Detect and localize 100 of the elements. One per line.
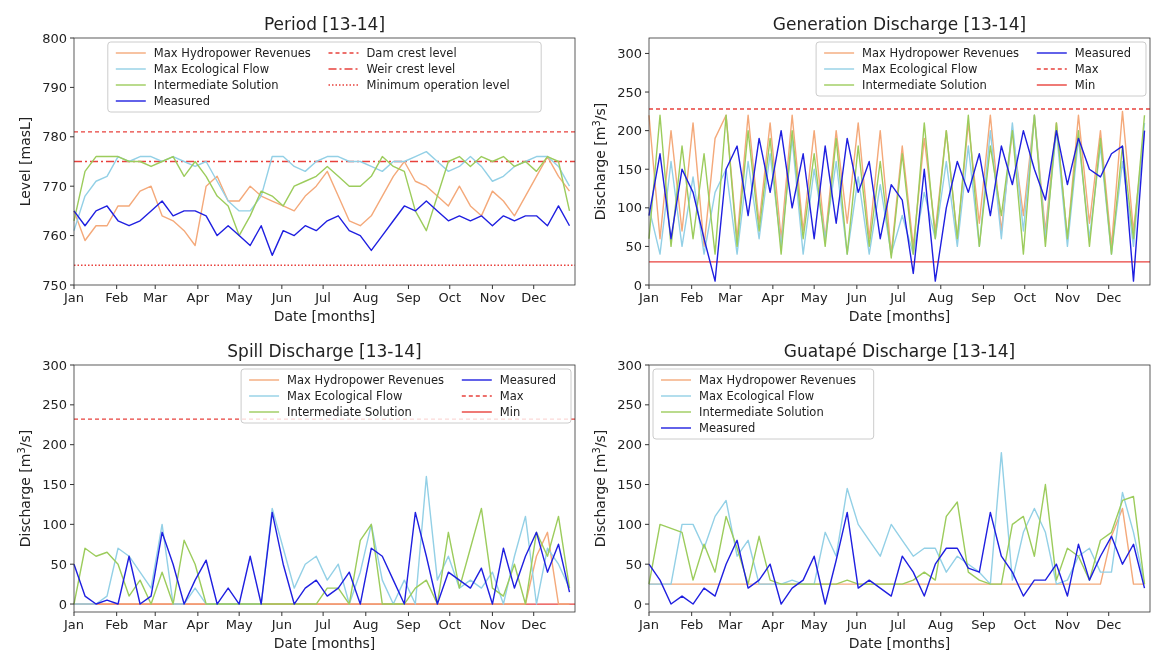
legend-label: Intermediate Solution xyxy=(287,405,412,420)
legend-label: Measured xyxy=(699,421,756,436)
x-axis-title: Date [months] xyxy=(273,635,376,651)
x-tick-label: Apr xyxy=(186,290,210,305)
x-tick-label: Oct xyxy=(1013,617,1036,632)
legend-label: Max Hydropower Revenues xyxy=(699,373,856,388)
x-tick-label: Aug xyxy=(928,290,954,305)
x-tick-label: Sep xyxy=(971,617,996,632)
legend-label: Max Hydropower Revenues xyxy=(153,46,311,61)
y-tick-label: 750 xyxy=(42,277,67,293)
x-tick-label: Jun xyxy=(270,290,292,305)
y-tick-label: 300 xyxy=(617,45,642,61)
x-tick-label: Oct xyxy=(1013,290,1036,305)
x-axis-title: Date [months] xyxy=(848,635,951,651)
y-tick-label: 0 xyxy=(58,596,67,612)
x-tick-label: Jan xyxy=(637,290,660,305)
legend-label: Min xyxy=(1074,78,1096,93)
x-tick-label: Nov xyxy=(479,617,506,632)
x-tick-label: May xyxy=(225,617,253,632)
x-tick-label: May xyxy=(800,290,828,305)
x-tick-label: Mar xyxy=(142,617,169,632)
x-tick-label: Jul xyxy=(889,290,906,305)
x-tick-label: Aug xyxy=(353,290,379,305)
x-tick-label: Feb xyxy=(105,617,129,632)
legend-label: Intermediate Solution xyxy=(699,405,824,420)
y-tick-label: 200 xyxy=(617,437,642,453)
y-tick-label: 0 xyxy=(633,596,642,612)
legend-label: Intermediate Solution xyxy=(153,78,279,93)
x-tick-label: Jan xyxy=(637,617,660,632)
x-tick-label: Nov xyxy=(1054,617,1081,632)
legend-label: Max Hydropower Revenues xyxy=(862,46,1020,61)
y-tick-label: 800 xyxy=(42,30,67,46)
y-tick-label: 780 xyxy=(42,129,67,145)
y-tick-label: 150 xyxy=(617,161,642,177)
x-tick-label: Jun xyxy=(845,290,867,305)
x-tick-label: Mar xyxy=(717,290,744,305)
y-tick-label: 150 xyxy=(42,477,67,493)
x-tick-label: Jan xyxy=(62,290,85,305)
y-tick-label: 100 xyxy=(42,516,67,532)
y-tick-label: 250 xyxy=(617,84,642,100)
y-tick-label: 150 xyxy=(617,477,642,493)
x-tick-label: Jun xyxy=(270,617,292,632)
x-tick-label: Feb xyxy=(105,290,129,305)
x-tick-label: Feb xyxy=(680,617,704,632)
legend-label: Max xyxy=(499,389,524,404)
legend-label: Measured xyxy=(153,94,210,109)
x-tick-label: Aug xyxy=(353,617,379,632)
y-tick-label: 300 xyxy=(42,357,67,373)
y-tick-label: 760 xyxy=(42,228,67,244)
x-tick-label: Dec xyxy=(1096,617,1122,632)
x-tick-label: May xyxy=(225,290,253,305)
x-tick-label: Sep xyxy=(971,290,996,305)
legend-label: Max Ecological Flow xyxy=(153,62,270,77)
legend-label: Weir crest level xyxy=(366,62,456,77)
legend-label: Dam crest level xyxy=(366,46,457,61)
x-tick-label: Feb xyxy=(680,290,704,305)
y-tick-label: 250 xyxy=(617,397,642,413)
x-tick-label: Nov xyxy=(1054,290,1081,305)
x-tick-label: Apr xyxy=(761,290,785,305)
y-tick-label: 200 xyxy=(617,123,642,139)
x-tick-label: Dec xyxy=(521,617,547,632)
x-tick-label: Jul xyxy=(889,617,906,632)
x-axis-title: Date [months] xyxy=(273,308,376,324)
x-tick-label: Jul xyxy=(314,617,331,632)
x-tick-label: Nov xyxy=(479,290,506,305)
x-tick-label: Jun xyxy=(845,617,867,632)
legend-label: Min xyxy=(499,405,521,420)
legend-label: Measured xyxy=(1074,46,1131,61)
x-tick-label: Sep xyxy=(396,290,421,305)
legend-label: Measured xyxy=(499,373,556,388)
chart-title: Spill Discharge [13-14] xyxy=(227,341,422,361)
y-tick-label: 250 xyxy=(42,397,67,413)
y-tick-label: 200 xyxy=(42,437,67,453)
y-tick-label: 790 xyxy=(42,79,67,95)
y-tick-label: 300 xyxy=(617,357,642,373)
x-tick-label: Dec xyxy=(1096,290,1122,305)
y-tick-label: 50 xyxy=(50,556,67,572)
legend-label: Minimum operation level xyxy=(366,78,510,93)
legend-label: Max Ecological Flow xyxy=(287,389,403,404)
x-tick-label: Dec xyxy=(521,290,547,305)
x-tick-label: Aug xyxy=(928,617,954,632)
x-tick-label: Apr xyxy=(186,617,210,632)
legend-label: Max Ecological Flow xyxy=(699,389,815,404)
x-axis-title: Date [months] xyxy=(848,308,951,324)
legend-label: Max xyxy=(1074,62,1099,77)
y-axis-title: Level [masL] xyxy=(17,116,33,207)
y-tick-label: 0 xyxy=(633,277,642,293)
x-tick-label: Sep xyxy=(396,617,421,632)
y-tick-label: 770 xyxy=(42,178,67,194)
legend-label: Max Ecological Flow xyxy=(862,62,978,77)
y-tick-label: 100 xyxy=(617,516,642,532)
chart-title: Guatapé Discharge [13-14] xyxy=(783,341,1016,361)
chart-title: Period [13-14] xyxy=(263,14,386,34)
x-tick-label: Oct xyxy=(438,617,461,632)
x-tick-label: Jan xyxy=(62,617,85,632)
x-tick-label: Mar xyxy=(142,290,169,305)
legend-label: Intermediate Solution xyxy=(862,78,987,93)
chart-title: Generation Discharge [13-14] xyxy=(772,14,1027,34)
x-tick-label: Apr xyxy=(761,617,785,632)
y-tick-label: 100 xyxy=(617,200,642,216)
